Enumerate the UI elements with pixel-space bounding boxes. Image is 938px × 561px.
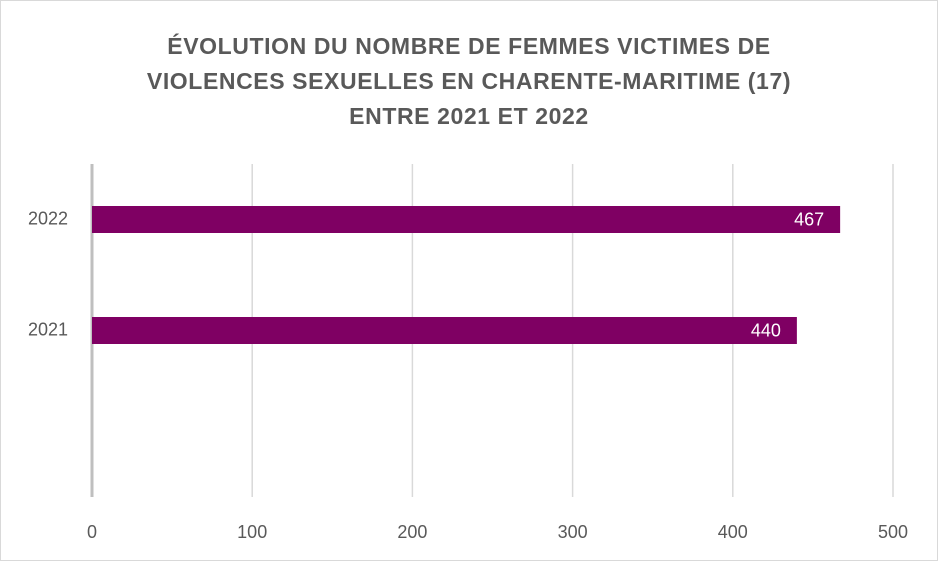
chart-title: ÉVOLUTION DU NOMBRE DE FEMMES VICTIMES D… — [167, 32, 770, 59]
x-tick-label: 0 — [87, 522, 97, 542]
chart-title: VIOLENCES SEXUELLES EN CHARENTE-MARITIME… — [147, 68, 791, 94]
x-tick-label: 200 — [397, 522, 427, 542]
value-label: 440 — [751, 320, 781, 340]
x-tick-label: 300 — [558, 522, 588, 542]
bar — [92, 206, 841, 233]
value-label: 467 — [794, 209, 824, 229]
x-tick-label: 100 — [237, 522, 267, 542]
x-tick-label: 500 — [878, 522, 908, 542]
y-tick-label: 2022 — [28, 208, 68, 228]
y-tick-label: 2021 — [28, 319, 68, 339]
bar — [92, 317, 797, 344]
x-tick-label: 400 — [718, 522, 748, 542]
chart-title: ENTRE 2021 ET 2022 — [349, 103, 589, 129]
